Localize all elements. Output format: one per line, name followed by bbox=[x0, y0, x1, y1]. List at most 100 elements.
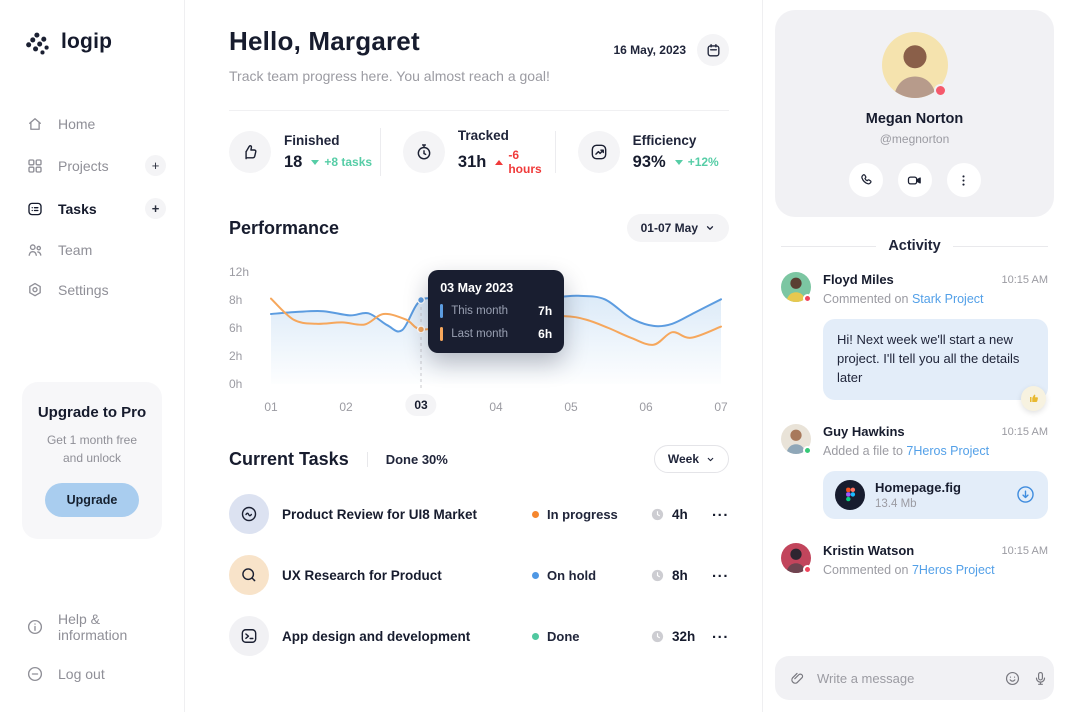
tasks-icon bbox=[26, 200, 44, 218]
sidebar-item-label: Help & information bbox=[58, 611, 128, 643]
activity-time: 10:15 AM bbox=[1001, 274, 1048, 286]
x-tick-label: 05 bbox=[564, 400, 578, 414]
y-tick-label: 8h bbox=[229, 293, 243, 307]
sidebar-item-home[interactable]: Home bbox=[0, 104, 184, 144]
stat-finished: Finished 18 +8 tasks bbox=[229, 131, 380, 173]
home-icon bbox=[26, 115, 44, 133]
divider bbox=[229, 110, 729, 111]
task-title: Product Review for UI8 Market bbox=[282, 506, 478, 522]
terminal-icon bbox=[229, 616, 269, 656]
task-status: On hold bbox=[531, 568, 650, 583]
task-row[interactable]: App design and development Done 32h ... bbox=[229, 616, 729, 656]
status-dot bbox=[531, 571, 539, 579]
add-project-button[interactable]: + bbox=[145, 155, 166, 176]
y-tick-label: 12h bbox=[229, 265, 250, 279]
info-icon bbox=[26, 618, 44, 636]
call-button[interactable] bbox=[848, 163, 883, 197]
date-range-dropdown[interactable]: 01-07 May bbox=[626, 214, 729, 242]
avatar bbox=[781, 542, 812, 574]
message-input[interactable] bbox=[817, 670, 993, 686]
avatar bbox=[881, 32, 948, 98]
sidebar-item-help[interactable]: Help & information bbox=[0, 600, 184, 654]
sidebar-item-logout[interactable]: Log out bbox=[0, 654, 184, 694]
trend-triangle-icon bbox=[311, 159, 320, 165]
status-badge bbox=[803, 564, 812, 574]
activity-action: Commented on bbox=[823, 292, 909, 306]
file-attachment[interactable]: Homepage.fig 13.4 Mb bbox=[823, 470, 1048, 519]
task-row[interactable]: UX Research for Product On hold 8h ... bbox=[229, 555, 729, 595]
sidebar-item-label: Log out bbox=[58, 666, 105, 682]
download-icon[interactable] bbox=[1015, 484, 1036, 505]
activity-list: Floyd Miles 10:15 AM Commented on Stark … bbox=[775, 254, 1054, 577]
upgrade-button[interactable]: Upgrade bbox=[44, 483, 140, 517]
logo: logip bbox=[0, 28, 184, 56]
activity-project-link[interactable]: 7Heros Project bbox=[906, 443, 990, 458]
gear-icon bbox=[26, 281, 44, 299]
x-tick-label: 06 bbox=[639, 400, 653, 414]
activity-user-name: Floyd Miles bbox=[823, 272, 894, 287]
activity-time: 10:15 AM bbox=[1001, 425, 1048, 438]
add-task-button[interactable]: + bbox=[145, 198, 166, 219]
stat-delta: +8 tasks bbox=[311, 155, 372, 169]
profile-name: Megan Norton bbox=[865, 111, 964, 127]
more-options-button[interactable] bbox=[946, 163, 981, 197]
message-composer bbox=[775, 656, 1054, 700]
x-tick-label: 01 bbox=[264, 400, 278, 414]
calendar-button[interactable] bbox=[697, 34, 729, 66]
stat-value: 93% bbox=[632, 152, 666, 171]
task-menu-button[interactable]: ... bbox=[711, 502, 729, 520]
activity-user-name: Kristin Watson bbox=[823, 542, 915, 558]
y-tick-label: 2h bbox=[229, 349, 243, 363]
task-menu-button[interactable]: ... bbox=[711, 624, 729, 642]
sidebar-item-label: Settings bbox=[58, 282, 109, 298]
page-subtitle: Track team progress here. You almost rea… bbox=[229, 68, 550, 84]
task-row[interactable]: Product Review for UI8 Market In progres… bbox=[229, 494, 729, 534]
sidebar-item-label: Team bbox=[58, 242, 93, 258]
divider bbox=[952, 245, 1049, 247]
profile-handle: @megnorton bbox=[879, 132, 950, 146]
series-color-bar bbox=[440, 327, 444, 341]
tooltip-value: 7h bbox=[538, 304, 553, 318]
task-time: 32h bbox=[650, 629, 712, 644]
video-call-button[interactable] bbox=[897, 163, 932, 197]
magnifier-icon bbox=[229, 555, 269, 595]
task-menu-button[interactable]: ... bbox=[711, 563, 729, 581]
chart-y-axis: 0h 2h 6h 8h 12h bbox=[229, 265, 259, 391]
date-range-value: 01-07 May bbox=[640, 221, 698, 235]
x-tick-label: 04 bbox=[489, 400, 503, 414]
microphone-icon[interactable] bbox=[1032, 670, 1049, 687]
tasks-filter-value: Week bbox=[667, 452, 699, 466]
sidebar-item-settings[interactable]: Settings bbox=[0, 270, 184, 310]
sidebar-item-team[interactable]: Team bbox=[0, 230, 184, 270]
x-tick-label: 02 bbox=[339, 400, 353, 414]
activity-entry: Guy Hawkins 10:15 AM Added a file to 7He… bbox=[781, 423, 1048, 519]
activity-project-link[interactable]: 7Heros Project bbox=[911, 562, 995, 577]
logo-icon bbox=[24, 28, 52, 56]
activity-project-link[interactable]: Stark Project bbox=[911, 292, 984, 306]
status-dot bbox=[531, 510, 539, 518]
activity-time: 10:15 AM bbox=[1001, 544, 1048, 557]
stat-label: Finished bbox=[284, 132, 340, 148]
activity-title: Activity bbox=[888, 238, 941, 254]
x-tick-label: 03 bbox=[405, 394, 437, 416]
thumbs-up-reaction[interactable] bbox=[1021, 385, 1046, 411]
series-color-bar bbox=[440, 304, 444, 318]
trend-icon bbox=[577, 131, 620, 173]
activity-message: Hi! Next week we'll start a new project.… bbox=[823, 319, 1048, 411]
task-time: 4h bbox=[650, 507, 712, 522]
sidebar-item-tasks[interactable]: Tasks + bbox=[0, 187, 184, 230]
status-badge bbox=[803, 294, 812, 303]
paperclip-icon[interactable] bbox=[789, 670, 806, 687]
y-tick-label: 0h bbox=[229, 377, 243, 391]
performance-chart: 0h 2h 6h 8h 12h 03 May 2023 This month 7h La… bbox=[229, 265, 729, 391]
tasks-filter-dropdown[interactable]: Week bbox=[653, 445, 729, 473]
stat-delta: -6 hours bbox=[495, 148, 554, 176]
status-badge bbox=[933, 84, 947, 97]
tasks-title: Current Tasks bbox=[229, 448, 349, 469]
sidebar-item-projects[interactable]: Projects + bbox=[0, 144, 184, 187]
y-tick-label: 6h bbox=[229, 321, 243, 335]
activity-entry: Floyd Miles 10:15 AM Commented on Stark … bbox=[781, 272, 1048, 411]
activity-action: Added a file to bbox=[823, 443, 903, 458]
chevron-down-icon bbox=[705, 223, 715, 233]
emoji-icon[interactable] bbox=[1004, 670, 1021, 687]
